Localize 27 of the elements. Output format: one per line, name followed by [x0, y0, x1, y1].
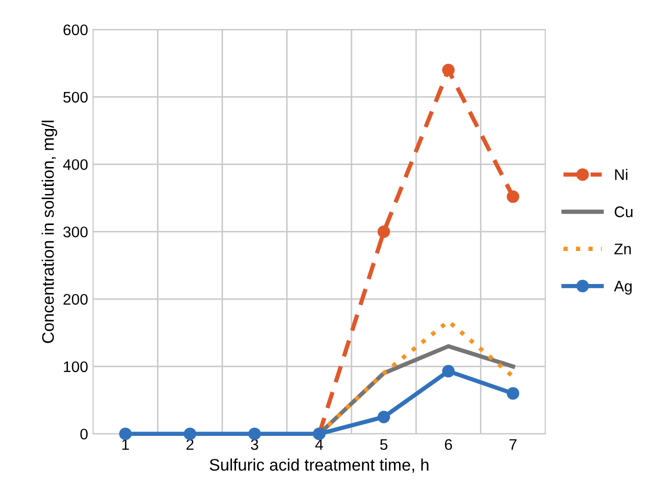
point: [506, 190, 520, 203]
y-tick-label: 0: [80, 428, 88, 440]
x-axis-title: Sulfuric acid treatment time, h: [210, 458, 428, 473]
y-tick-label: 300: [63, 226, 88, 238]
point: [119, 428, 132, 440]
point: [378, 225, 390, 238]
point: [378, 410, 390, 424]
legend-label: Zn: [614, 244, 631, 254]
x-tick-label: 4: [315, 439, 323, 450]
legend-label: Ag: [614, 280, 632, 295]
y-axis-title: Concentration in solution, mg/l: [42, 120, 58, 343]
y-tick-label: 200: [64, 294, 88, 305]
y-tick-label: 600: [64, 24, 88, 36]
point: [184, 428, 196, 440]
x-tick-label: 6: [444, 439, 452, 450]
y-tick-label: 500: [63, 92, 88, 103]
legend-label: Cu: [614, 206, 632, 218]
x-tick-label: 1: [122, 439, 129, 450]
x-tick-label: 7: [510, 439, 516, 450]
point: [506, 387, 520, 400]
x-tick-label: 5: [380, 439, 388, 450]
point: [442, 64, 455, 76]
legend-label: Ni: [615, 168, 628, 180]
y-tick-label: 100: [64, 361, 88, 372]
point: [248, 428, 261, 440]
y-tick-label: 400: [63, 159, 88, 170]
point: [442, 364, 455, 378]
